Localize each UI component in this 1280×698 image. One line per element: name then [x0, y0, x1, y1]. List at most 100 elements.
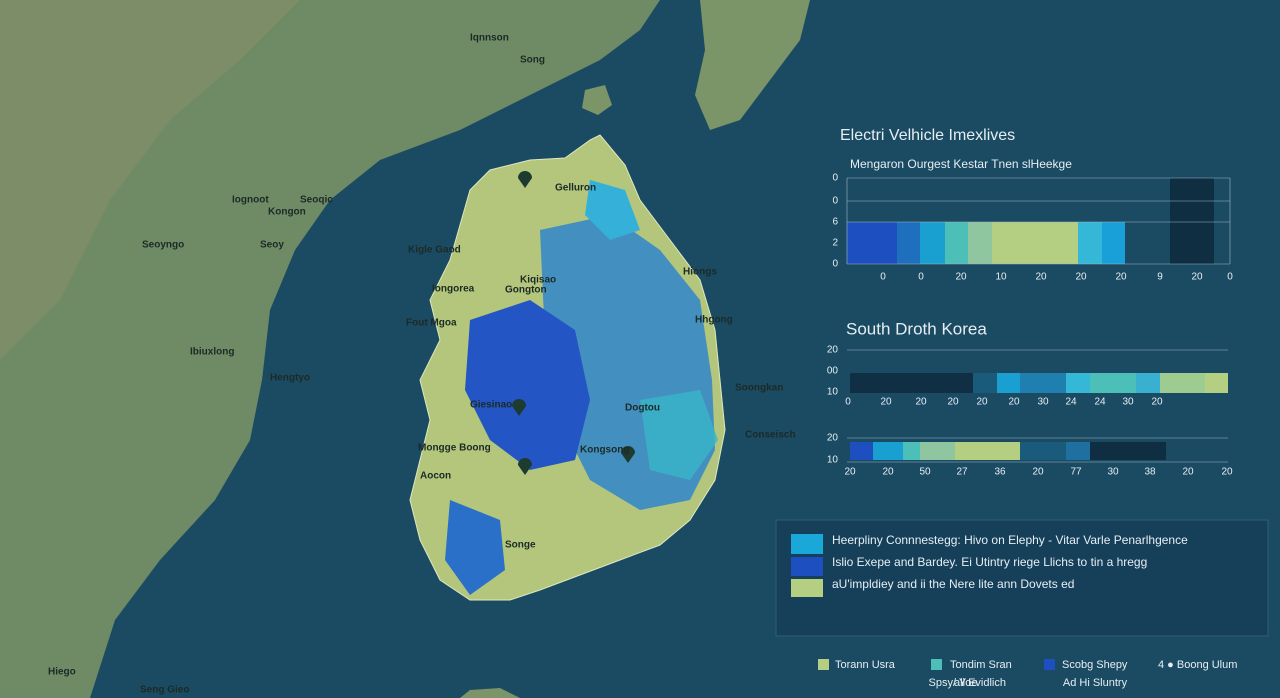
- map-label: Dogtou: [625, 403, 660, 414]
- x-tick-label: 0: [845, 397, 851, 408]
- strip: [897, 222, 920, 264]
- strip: [920, 222, 945, 264]
- x-tick-label: 30: [1107, 467, 1119, 478]
- strip: [992, 222, 1078, 264]
- x-tick-label: 38: [1144, 467, 1156, 478]
- strip: [1205, 373, 1228, 393]
- chart3-strips: [850, 442, 1166, 460]
- strip: [968, 222, 992, 264]
- chart2-strips: [850, 373, 1228, 393]
- y-tick-label: 2: [832, 238, 838, 249]
- island-ne: [695, 0, 810, 130]
- mainland: [0, 0, 660, 698]
- x-tick-label: 20: [844, 467, 856, 478]
- x-tick-label: 20: [947, 397, 959, 408]
- x-tick-label: 20: [976, 397, 988, 408]
- map-label: Mongge Boong: [418, 443, 491, 454]
- x-tick-label: 20: [1035, 272, 1047, 283]
- legend-sub: Ad Hi Sluntry: [1063, 677, 1128, 689]
- map-label: Gongton: [505, 285, 547, 296]
- pin: [518, 171, 532, 188]
- map-label: Iongorea: [432, 284, 475, 295]
- map-label: Conseisch: [745, 430, 796, 441]
- swatch: [791, 534, 823, 554]
- map-label: Kiqisao: [520, 275, 556, 286]
- map-label: Seoyngo: [142, 240, 184, 251]
- x-tick-label: 20: [955, 272, 967, 283]
- strip: [1102, 222, 1125, 264]
- y-tick-label: 10: [827, 387, 839, 398]
- map-label: Soongkan: [735, 383, 783, 394]
- x-tick-label: 24: [1094, 397, 1106, 408]
- legend-text: aU'impldiey and ii the Nere lite ann Dov…: [832, 577, 1074, 591]
- strip: [920, 442, 955, 460]
- region-sw: [445, 500, 505, 595]
- pin: [621, 446, 635, 463]
- strip: [1066, 373, 1090, 393]
- panel-subtitle: Mengaron Ourgest Kestar Tnen slHeekge: [850, 157, 1072, 171]
- region-dark: [465, 300, 590, 470]
- region-cyan: [585, 180, 640, 240]
- strip: [1136, 373, 1160, 393]
- map-label: Seoy: [260, 240, 284, 251]
- strip: [850, 373, 973, 393]
- x-tick-label: 20: [880, 397, 892, 408]
- x-tick-label: 20: [1182, 467, 1194, 478]
- map-label: Iqnnson: [470, 33, 509, 44]
- map-label: Iognoot: [232, 195, 269, 206]
- x-tick-label: 20: [1075, 272, 1087, 283]
- legend-box: [775, 519, 1269, 637]
- y-tick-label: 0: [832, 259, 838, 270]
- map-label: Seng Gieo: [140, 685, 189, 696]
- map-label: Kongsong: [580, 445, 629, 456]
- x-tick-label: 50: [919, 467, 931, 478]
- map-label: Hhgong: [695, 315, 733, 326]
- panel-lines: [846, 177, 1231, 463]
- strip: [1066, 442, 1090, 460]
- strip: [945, 222, 968, 264]
- legend-label: Scobg Shepy: [1062, 659, 1128, 671]
- map-label: Hengtyo: [270, 373, 310, 384]
- swatch: [818, 659, 829, 670]
- map-label: Fout Mgoa: [406, 318, 457, 329]
- strip: [1078, 222, 1102, 264]
- island-s: [460, 688, 520, 698]
- x-tick-label: 20: [1008, 397, 1020, 408]
- y-tick-label: 00: [827, 366, 839, 377]
- strip: [847, 222, 897, 264]
- chart1-strips: [847, 178, 1214, 264]
- y-tick-label: 20: [827, 433, 839, 444]
- map-label: Ibiuxlong: [190, 347, 234, 358]
- swatch: [791, 557, 823, 576]
- x-tick-label: 20: [1032, 467, 1044, 478]
- pin: [518, 458, 532, 475]
- strip: [997, 373, 1020, 393]
- map-label: Seoqic: [300, 195, 333, 206]
- legend-label: Torann Usra: [835, 659, 896, 671]
- y-tick-label: 6: [832, 217, 838, 228]
- y-tick-label: 20: [827, 345, 839, 356]
- swatch: [1044, 659, 1055, 670]
- y-tick-label: 0: [832, 173, 838, 184]
- x-tick-label: 9: [1157, 272, 1163, 283]
- x-tick-label: 20: [1115, 272, 1127, 283]
- panel-title: Electri Velhicle Imexlives: [840, 127, 1015, 144]
- strip: [850, 442, 873, 460]
- x-tick-label: 27: [956, 467, 968, 478]
- legend-sub: all Evidlich: [954, 677, 1006, 689]
- pin: [512, 399, 526, 416]
- x-tick-label: 0: [880, 272, 886, 283]
- x-tick-label: 0: [918, 272, 924, 283]
- mountains: [0, 0, 300, 360]
- legend-text: Heerpliny Connnestegg: Hivo on Elephy - …: [832, 533, 1188, 547]
- strip: [955, 442, 1020, 460]
- legend-label: 4 ● Boong Ulum: [1158, 659, 1237, 671]
- y-tick-label: 10: [827, 455, 839, 466]
- x-tick-label: 20: [1191, 272, 1203, 283]
- x-tick-label: 20: [915, 397, 927, 408]
- map-label: Giesinao: [470, 400, 512, 411]
- x-tick-label: 30: [1122, 397, 1134, 408]
- x-tick-label: 20: [1151, 397, 1163, 408]
